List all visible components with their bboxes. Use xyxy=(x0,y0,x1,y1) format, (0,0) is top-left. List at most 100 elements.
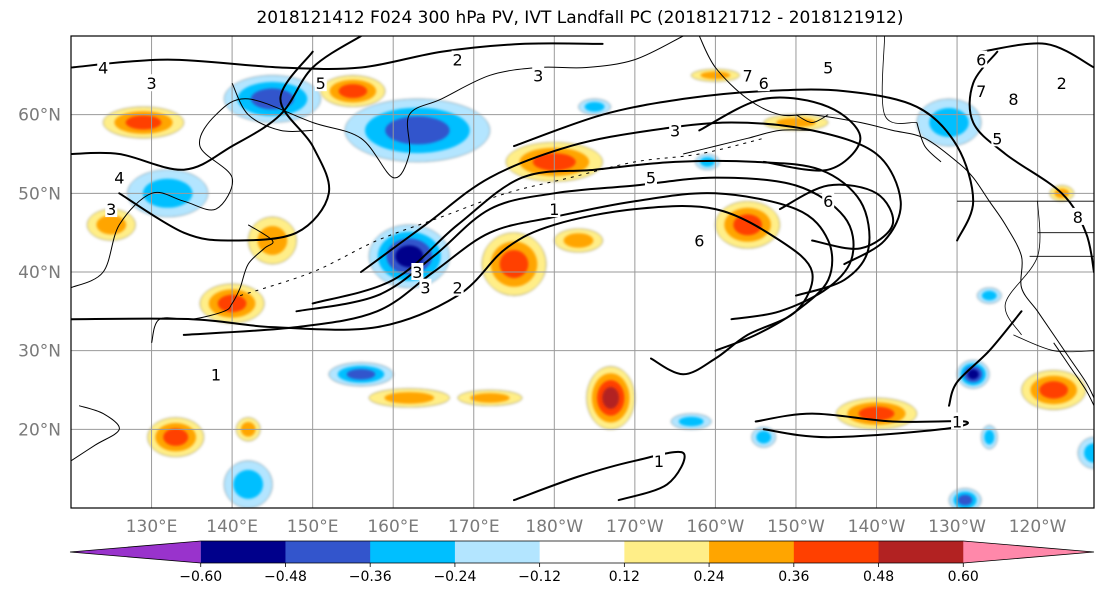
contour-label-bg xyxy=(419,278,432,296)
pv-anomaly xyxy=(751,426,777,448)
pv-anomaly xyxy=(670,413,712,430)
longitude-tick-label: 160°E xyxy=(367,517,419,537)
contour-label: 4 xyxy=(114,169,124,188)
colorbar-segment xyxy=(624,541,710,563)
political-border xyxy=(1013,334,1094,353)
ivt-contour xyxy=(980,42,1094,69)
pv-anomaly xyxy=(554,228,603,253)
contour-label-bg xyxy=(822,58,835,76)
contour-label-bg xyxy=(1055,74,1068,92)
pv-anomaly-level xyxy=(233,469,264,499)
longitude-tick-label: 150°E xyxy=(287,517,339,537)
latitude-tick-label: 30°N xyxy=(18,342,61,362)
pv-anomaly xyxy=(147,417,205,458)
political-border xyxy=(881,36,917,124)
pv-anomaly-level xyxy=(470,393,510,403)
ivt-contour xyxy=(71,42,604,70)
contour-label-bg xyxy=(669,121,682,139)
contour-label-bg xyxy=(532,66,545,84)
latitude-tick-label: 20°N xyxy=(18,420,61,440)
contour-label: 6 xyxy=(759,74,769,93)
ivt-contour xyxy=(360,121,902,273)
ivt-contour-layer xyxy=(71,36,1094,502)
pv-anomaly xyxy=(1077,437,1094,469)
pv-anomaly-level xyxy=(338,84,368,99)
coastline xyxy=(71,36,684,289)
pv-anomaly xyxy=(916,98,982,147)
pv-anomaly xyxy=(715,200,780,249)
colorbar: −0.60 −0.48 −0.36 −0.24 −0.12 0.12 0.24 0.36 0.4… xyxy=(69,540,1095,585)
ivt-contour xyxy=(118,50,331,242)
latitude-tick-label: 40°N xyxy=(18,263,61,283)
pv-anomaly-level xyxy=(967,369,979,380)
pv-anomaly-level xyxy=(1084,443,1094,463)
date-line-dashed xyxy=(240,137,764,297)
pv-anomaly xyxy=(368,388,450,408)
contour-label: 6 xyxy=(976,51,986,70)
colorbar-tick-label: −0.24 xyxy=(433,569,476,585)
pv-anomaly xyxy=(320,75,386,108)
contour-label: 3 xyxy=(670,121,680,140)
pv-anomaly-level xyxy=(733,214,762,236)
contour-label-bg xyxy=(209,365,222,383)
contour-label: 8 xyxy=(1008,90,1018,109)
contour-label: 2 xyxy=(453,51,463,70)
colorbar-segment xyxy=(285,541,371,563)
contour-label-bg xyxy=(951,412,964,430)
pv-anomaly xyxy=(578,98,611,115)
contour-label: 7 xyxy=(976,82,986,101)
contour-label: 3 xyxy=(412,263,422,282)
contour-label: 1 xyxy=(211,365,221,384)
coastline xyxy=(916,122,942,163)
contour-label: 5 xyxy=(823,58,833,77)
ivt-contour xyxy=(698,96,862,172)
pv-anomaly-level xyxy=(678,416,704,427)
contour-label-bg xyxy=(451,50,464,68)
contour-label-bg xyxy=(451,278,464,296)
contour-label: 3 xyxy=(420,279,430,298)
pv-anomaly xyxy=(86,208,136,241)
colorbar-tick-label: −0.36 xyxy=(349,569,392,585)
contour-label: 2 xyxy=(1057,74,1067,93)
contour-label: 4 xyxy=(98,58,108,77)
colorbar-tick-label: −0.48 xyxy=(264,569,307,585)
contour-label: 6 xyxy=(823,192,833,211)
pv-anomaly-level xyxy=(384,392,435,404)
ivt-contour xyxy=(71,36,362,171)
contour-label-bg xyxy=(1007,89,1020,107)
longitude-tick-label: 150°W xyxy=(767,517,825,537)
colorbar-extend-max xyxy=(963,541,1094,563)
contour-label-bg xyxy=(644,168,657,186)
pv-anomaly-level xyxy=(125,115,162,130)
pv-anomaly xyxy=(981,425,998,450)
pv-anomaly-level xyxy=(96,215,127,235)
longitude-labels: 130°E 140°E 150°E 160°E 170°E 180°W 170°W 160°W… xyxy=(126,517,1067,537)
longitude-tick-label: 180°W xyxy=(525,517,583,537)
coastline xyxy=(795,114,829,124)
contour-label-bg xyxy=(975,50,988,68)
colorbar-segment xyxy=(370,541,456,563)
pv-anomaly xyxy=(977,287,1002,304)
colorbar-tick-label: 0.12 xyxy=(609,569,640,585)
colorbar-segment xyxy=(793,541,880,563)
pv-anomaly-level xyxy=(602,387,620,409)
contour-label-bg xyxy=(411,263,424,280)
pv-anomaly-level xyxy=(929,108,969,137)
pv-anomaly xyxy=(328,362,394,387)
pv-anomaly-level xyxy=(756,430,772,444)
contour-label-bg xyxy=(822,192,835,210)
contour-label: 5 xyxy=(316,74,326,93)
colorbar-segment xyxy=(709,541,795,563)
longitude-tick-label: 130°E xyxy=(126,517,178,537)
contour-label: 1 xyxy=(952,412,962,431)
pv-anomaly xyxy=(956,359,990,389)
contour-label: 7 xyxy=(743,66,753,85)
map-frame xyxy=(70,35,1095,509)
contour-label: 3 xyxy=(146,74,156,93)
pv-anomaly-level xyxy=(981,290,997,301)
pv-anomaly-level xyxy=(163,428,189,446)
colorbar-segment xyxy=(539,541,625,563)
contour-label: 2 xyxy=(453,279,463,298)
contour-label-bg xyxy=(1071,207,1084,225)
